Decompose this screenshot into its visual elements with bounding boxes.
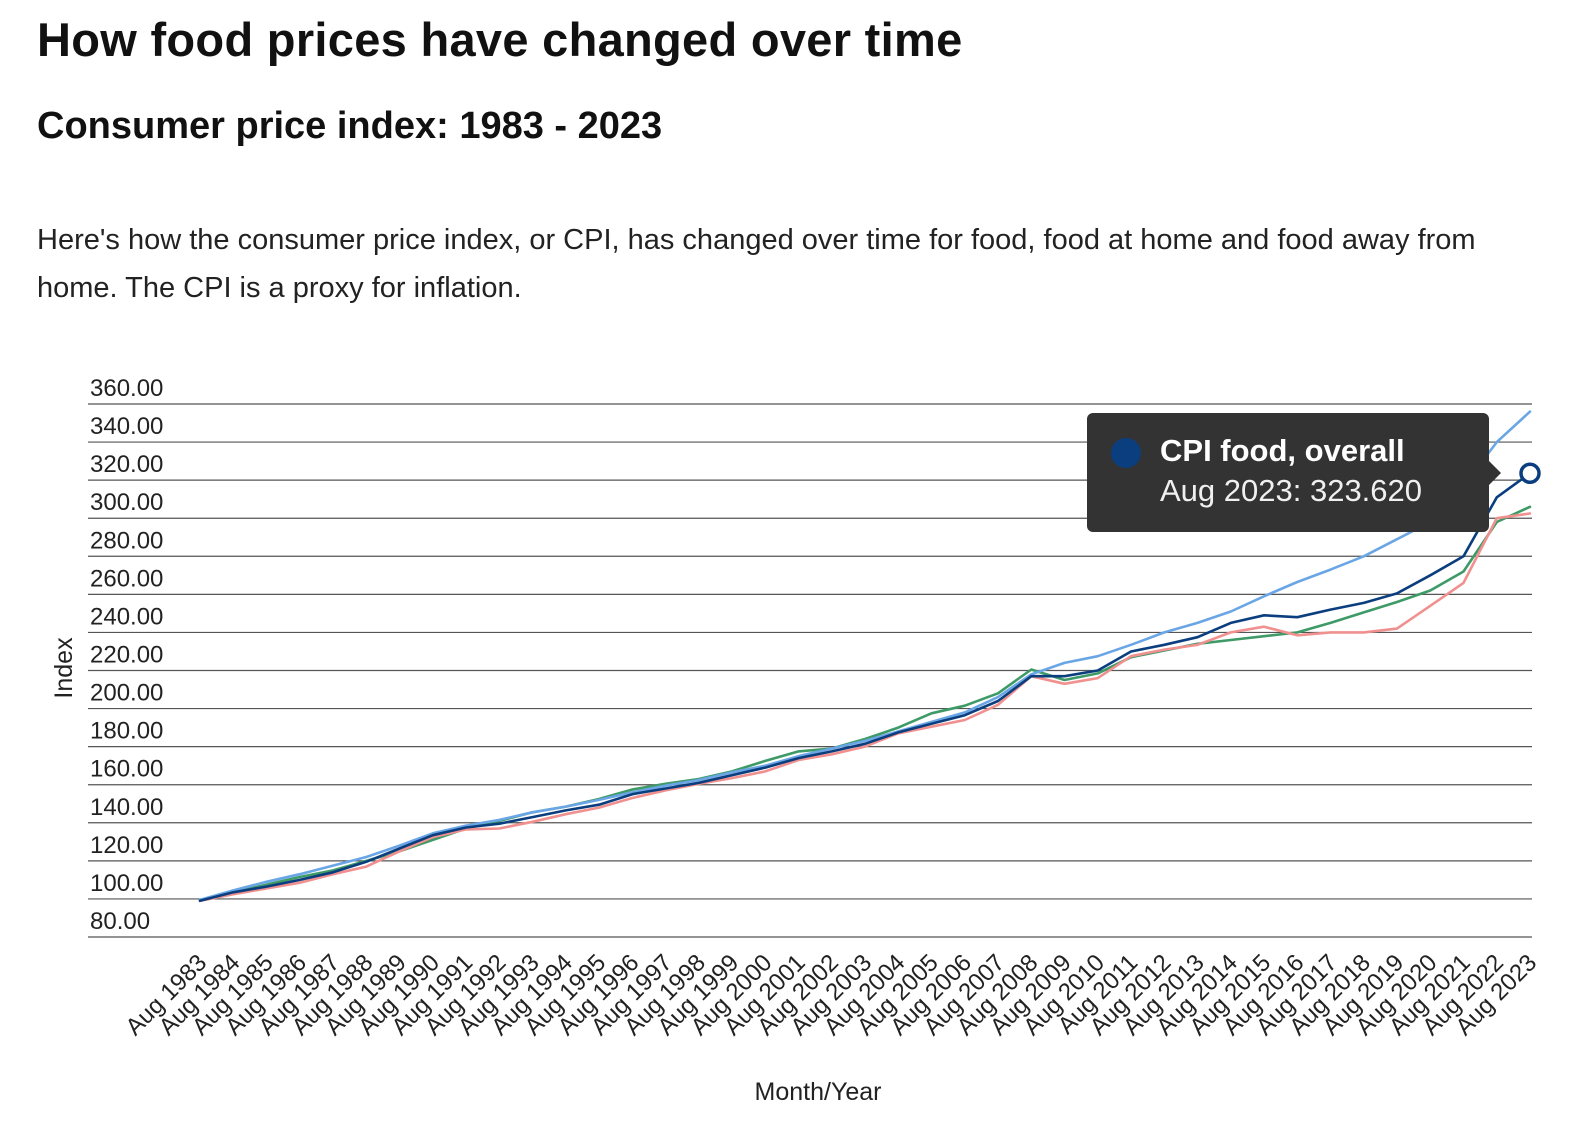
- tooltip-series-name: CPI food, overall: [1160, 433, 1405, 468]
- chart-tooltip: CPI food, overall Aug 2023: 323.620: [1087, 413, 1501, 532]
- y-tick-label: 100.00: [90, 870, 163, 897]
- y-tick-label: 360.00: [90, 375, 163, 402]
- series-line: [198, 471, 1532, 903]
- highlighted-point[interactable]: [1519, 462, 1541, 485]
- y-tick-label: 220.00: [90, 642, 163, 669]
- y-tick-label: 260.00: [90, 565, 163, 592]
- y-axis-title: Index: [50, 637, 78, 699]
- y-axis-ticks: 80.00 100.00 120.00 140.00 160.00 180.00 200.0…: [90, 375, 163, 935]
- y-tick-label: 200.00: [90, 680, 163, 707]
- series-line: [198, 410, 1532, 902]
- y-tick-label: 140.00: [90, 794, 163, 821]
- series-line: [198, 512, 1532, 903]
- y-tick-label: 120.00: [90, 832, 163, 859]
- series-line: [198, 505, 1532, 902]
- y-tick-label: 340.00: [90, 413, 163, 440]
- chart-description: Here's how the consumer price index, or …: [37, 224, 1476, 304]
- y-tick-label: 300.00: [90, 489, 163, 516]
- tooltip-series-marker: [1111, 438, 1141, 468]
- chart-subtitle: Consumer price index: 1983 - 2023: [37, 105, 663, 147]
- y-tick-label: 280.00: [90, 527, 163, 554]
- page-title: How food prices have changed over time: [37, 13, 963, 66]
- y-tick-label: 180.00: [90, 718, 163, 745]
- series-lines: [198, 410, 1541, 903]
- y-tick-label: 320.00: [90, 451, 163, 478]
- y-tick-label: 160.00: [90, 756, 163, 783]
- gridlines: [88, 403, 1532, 938]
- x-axis-title: Month/Year: [755, 1078, 882, 1106]
- tooltip-value: Aug 2023: 323.620: [1160, 473, 1423, 508]
- y-tick-label: 240.00: [90, 603, 163, 630]
- y-tick-label: 80.00: [90, 908, 150, 935]
